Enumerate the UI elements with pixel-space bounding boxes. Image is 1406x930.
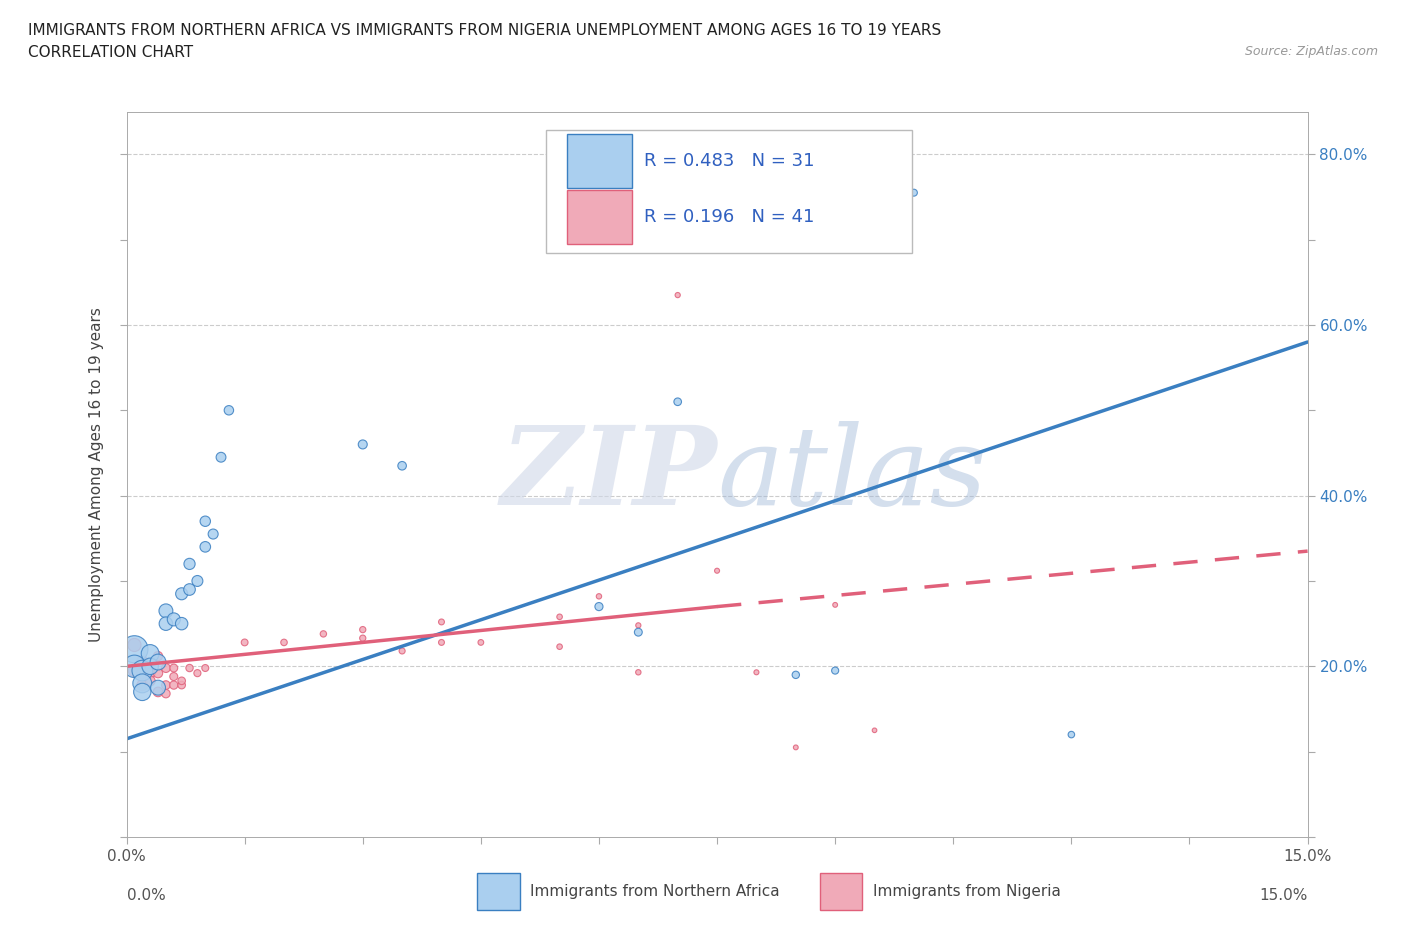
FancyBboxPatch shape [820, 873, 862, 910]
Point [666, 394, 689, 409]
Point [863, 723, 886, 737]
Point [179, 582, 201, 597]
Point [202, 526, 225, 541]
Point [170, 586, 193, 601]
Point [194, 660, 217, 675]
Point [186, 666, 208, 681]
Point [218, 403, 240, 418]
Point [155, 660, 177, 675]
Point [209, 450, 232, 465]
Point [139, 673, 162, 688]
Point [588, 589, 610, 604]
Point [124, 638, 146, 653]
Point [588, 599, 610, 614]
Point [391, 458, 413, 473]
Text: IMMIGRANTS FROM NORTHERN AFRICA VS IMMIGRANTS FROM NIGERIA UNEMPLOYMENT AMONG AG: IMMIGRANTS FROM NORTHERN AFRICA VS IMMIG… [28, 23, 942, 38]
Point [233, 635, 256, 650]
Text: Immigrants from Northern Africa: Immigrants from Northern Africa [530, 884, 780, 899]
Point [194, 539, 217, 554]
Point [146, 648, 169, 663]
Point [131, 655, 153, 670]
Point [155, 678, 177, 693]
Point [666, 287, 689, 302]
Point [391, 644, 413, 658]
Point [146, 655, 169, 670]
Point [163, 612, 186, 627]
Point [706, 564, 728, 578]
FancyBboxPatch shape [477, 873, 520, 910]
Text: 0.0%: 0.0% [127, 888, 166, 903]
Point [430, 615, 453, 630]
Point [785, 740, 807, 755]
FancyBboxPatch shape [567, 134, 633, 188]
Point [139, 666, 162, 681]
Point [352, 631, 374, 645]
Point [194, 513, 217, 528]
Point [163, 678, 186, 693]
FancyBboxPatch shape [567, 190, 633, 244]
Text: Source: ZipAtlas.com: Source: ZipAtlas.com [1244, 45, 1378, 58]
Point [170, 673, 193, 688]
Point [139, 658, 162, 673]
Point [1060, 727, 1083, 742]
Point [170, 678, 193, 693]
Point [139, 646, 162, 661]
Point [131, 663, 153, 678]
Point [131, 684, 153, 699]
Point [155, 617, 177, 631]
Point [785, 668, 807, 683]
Text: ZIP: ZIP [501, 420, 717, 528]
Point [470, 635, 492, 650]
Point [124, 658, 146, 673]
Point [273, 635, 295, 650]
Point [627, 618, 650, 632]
Point [146, 666, 169, 681]
Point [179, 660, 201, 675]
Point [352, 437, 374, 452]
Point [312, 627, 335, 642]
Point [548, 609, 571, 624]
Point [745, 665, 768, 680]
Text: CORRELATION CHART: CORRELATION CHART [28, 45, 193, 60]
Point [131, 676, 153, 691]
Point [163, 660, 186, 675]
Point [124, 663, 146, 678]
Point [163, 669, 186, 684]
Point [124, 642, 146, 657]
FancyBboxPatch shape [546, 130, 912, 253]
Point [146, 684, 169, 699]
Text: 15.0%: 15.0% [1260, 888, 1308, 903]
Point [186, 574, 208, 589]
Point [627, 625, 650, 640]
Point [627, 665, 650, 680]
Point [824, 663, 846, 678]
Text: Immigrants from Nigeria: Immigrants from Nigeria [873, 884, 1062, 899]
Y-axis label: Unemployment Among Ages 16 to 19 years: Unemployment Among Ages 16 to 19 years [89, 307, 104, 642]
Point [155, 604, 177, 618]
Text: R = 0.483   N = 31: R = 0.483 N = 31 [644, 152, 814, 170]
Text: atlas: atlas [717, 420, 987, 528]
Point [131, 666, 153, 681]
Point [146, 680, 169, 695]
Point [352, 622, 374, 637]
Point [170, 617, 193, 631]
Point [430, 635, 453, 650]
Point [824, 597, 846, 612]
Point [179, 556, 201, 571]
Point [155, 686, 177, 701]
Point [131, 678, 153, 693]
Point [548, 639, 571, 654]
Text: R = 0.196   N = 41: R = 0.196 N = 41 [644, 207, 814, 226]
Point [903, 185, 925, 200]
